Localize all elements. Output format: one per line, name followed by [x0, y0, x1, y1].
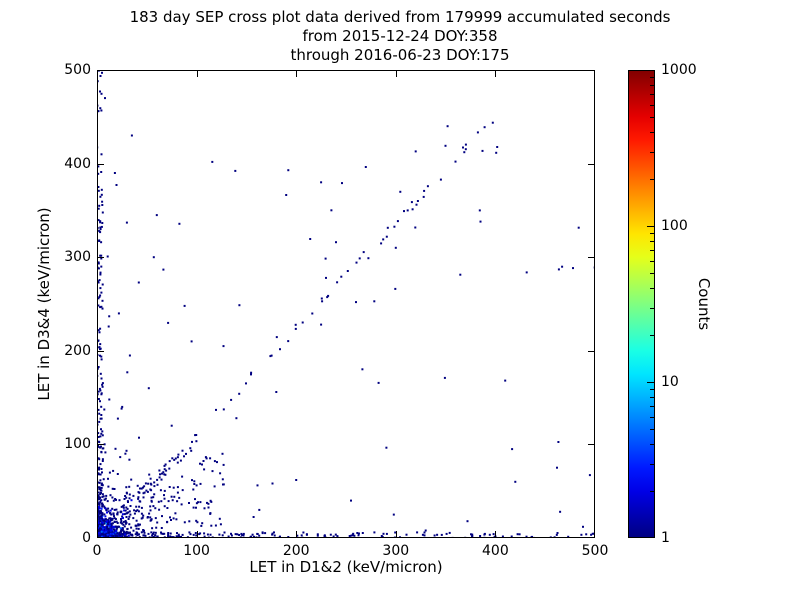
- y-axis-label: LET in D3&4 (keV/micron): [35, 207, 53, 401]
- colorbar-ticks: [628, 70, 655, 538]
- colorbar-tick-label: 10: [661, 374, 679, 390]
- x-tick-label: 200: [282, 543, 310, 559]
- y-tick-label: 0: [82, 530, 91, 546]
- x-tick-label: 300: [382, 543, 410, 559]
- colorbar-tick-label: 100: [661, 218, 688, 234]
- plot-area: [96, 69, 596, 539]
- y-tick-label: 300: [64, 249, 91, 266]
- x-axis-label: LET in D1&2 (keV/micron): [249, 558, 443, 576]
- colorbar-tick-label: 1: [661, 530, 670, 546]
- chart-subtitle-from: from 2015-12-24 DOY:358: [302, 27, 498, 45]
- y-tick-label: 200: [64, 342, 91, 359]
- colorbar: [628, 70, 655, 538]
- x-tick-label: 100: [183, 543, 210, 559]
- chart-title: 183 day SEP cross plot data derived from…: [129, 8, 671, 26]
- x-tick-label: 500: [581, 543, 609, 559]
- colorbar-gradient: [628, 70, 655, 538]
- colorbar-tick-label: 1000: [661, 62, 697, 78]
- colorbar-label: Counts: [695, 277, 713, 331]
- scatter-plot-canvas: [96, 69, 596, 539]
- chart-subtitle-through: through 2016-06-23 DOY:175: [290, 46, 510, 64]
- x-tick-label: 0: [92, 543, 102, 559]
- title-block: 183 day SEP cross plot data derived from…: [0, 8, 800, 65]
- x-tick-label: 400: [482, 543, 509, 559]
- y-tick-label: 400: [64, 155, 91, 172]
- y-tick-label: 500: [64, 62, 91, 78]
- y-tick-label: 100: [64, 436, 91, 453]
